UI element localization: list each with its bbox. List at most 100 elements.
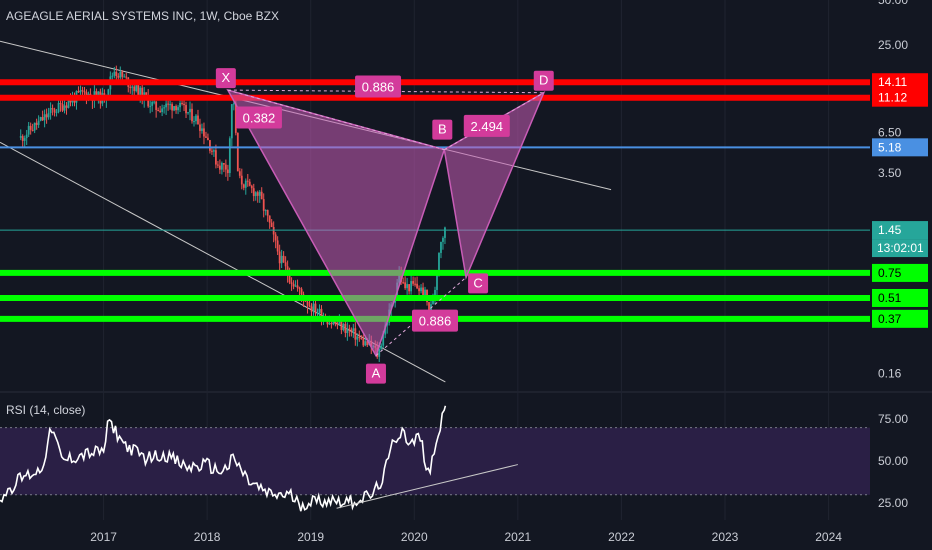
candle-body-146 [310, 306, 313, 312]
countdown-label: 13:02:01 [877, 241, 924, 255]
pattern-point-label-0: X [222, 70, 231, 85]
candle-body-46 [111, 75, 114, 77]
time-tick-0: 2017 [90, 530, 117, 544]
candle-body-105 [228, 138, 231, 174]
candle-body-20 [59, 103, 62, 105]
time-tick-6: 2023 [712, 530, 739, 544]
candle-body-209 [436, 273, 438, 290]
candle-body-171 [360, 337, 363, 339]
candle-body-97 [213, 150, 215, 152]
candle-body-192 [402, 282, 405, 284]
time-tick-5: 2022 [608, 530, 635, 544]
candle-body-127 [272, 227, 275, 235]
pattern-point-box-4 [533, 70, 554, 91]
price-tick-2: 6.50 [878, 126, 902, 140]
rsi-trendline [336, 464, 518, 509]
candle-body-143 [304, 300, 307, 302]
support-tag-0-box [872, 263, 928, 282]
axes: 50.00 25.00 6.50 3.50 0.16 14.11 11.12 5.18 0.75… [90, 0, 928, 544]
ratio-label-1: 0.886 [362, 80, 395, 95]
pattern-point-label-3: C [473, 275, 482, 290]
candle-body-75 [169, 104, 171, 106]
candle-body-74 [167, 103, 170, 105]
candle-body-126 [270, 222, 273, 228]
time-tick-3: 2020 [401, 530, 428, 544]
pattern-point-label-2: B [438, 122, 447, 137]
candle-body-196 [410, 281, 412, 292]
candle-body-144 [306, 301, 309, 306]
candle-body-31 [81, 90, 84, 92]
candle-body-114 [246, 180, 249, 182]
time-tick-4: 2021 [505, 530, 532, 544]
ratio-box-3 [463, 114, 510, 137]
candle-body-203 [424, 289, 426, 297]
candle-body-89 [197, 115, 199, 125]
candle-body-201 [420, 287, 422, 292]
candle-body-162 [342, 323, 345, 330]
candle-body-115 [248, 181, 251, 186]
candle-body-121 [260, 191, 263, 200]
support-tag-2-box [872, 309, 928, 328]
candle-body-149 [316, 312, 319, 314]
candle-body-12 [43, 114, 46, 121]
candle-body-197 [412, 281, 414, 284]
candle-body-101 [220, 163, 223, 170]
candle-body-49 [117, 76, 120, 78]
candle-body-83 [185, 105, 187, 114]
candle-body-155 [328, 323, 331, 325]
candle-body-79 [177, 107, 179, 111]
candle-body-173 [364, 341, 367, 346]
rsi-panel [0, 405, 870, 512]
candle-body-80 [179, 102, 181, 108]
candle-body-170 [358, 336, 361, 338]
candle-body-39 [97, 91, 100, 98]
candle-body-172 [362, 338, 365, 346]
candle-body-50 [119, 71, 122, 78]
support-tag-0-label: 0.75 [878, 266, 902, 280]
candle-body-69 [157, 109, 160, 111]
candle-body-100 [218, 165, 221, 170]
candle-body-150 [318, 308, 321, 313]
last-price-tag-label: 1.45 [878, 223, 902, 237]
candle-body-1 [21, 136, 24, 141]
candle-body-84 [187, 112, 189, 114]
candle-body-112 [242, 184, 245, 188]
candle-body-30 [79, 90, 82, 93]
resistance-tag-0-label: 14.11 [878, 75, 907, 89]
candle-body-4 [27, 125, 30, 135]
candle-body-151 [320, 308, 323, 321]
candle-body-51 [121, 71, 124, 77]
candle-body-47 [113, 71, 116, 76]
candle-body-93 [205, 136, 207, 138]
candle-body-129 [276, 240, 279, 252]
candle-body-200 [418, 288, 420, 292]
candle-body-158 [334, 321, 337, 324]
candle-body-113 [244, 180, 247, 188]
candle-body-99 [216, 164, 219, 166]
candle-body-55 [129, 86, 132, 88]
candle-body-212 [442, 237, 444, 242]
price-tick-3: 3.50 [878, 166, 902, 180]
candle-body-14 [47, 112, 50, 118]
ratio-box-1 [355, 75, 402, 98]
pattern-connector-3 [444, 92, 544, 151]
pattern-xab [226, 88, 446, 358]
candle-body-156 [330, 323, 333, 325]
candle-body-11 [41, 117, 44, 121]
pattern-connector-0 [227, 89, 445, 151]
candle-body-208 [434, 289, 436, 300]
candle-body-147 [312, 303, 315, 312]
candle-body-86 [191, 108, 193, 122]
candle-body-210 [438, 252, 440, 274]
candle-body-77 [173, 106, 175, 111]
candle-body-25 [69, 100, 72, 103]
candle-body-133 [284, 262, 287, 267]
candle-body-159 [336, 323, 339, 326]
rsi-tick-2: 25.00 [878, 496, 908, 510]
ratio-label-2: 0.886 [419, 314, 452, 329]
candle-body-140 [298, 287, 301, 289]
time-tick-1: 2018 [194, 530, 221, 544]
candle-body-53 [125, 76, 128, 78]
candle-body-98 [215, 150, 217, 165]
